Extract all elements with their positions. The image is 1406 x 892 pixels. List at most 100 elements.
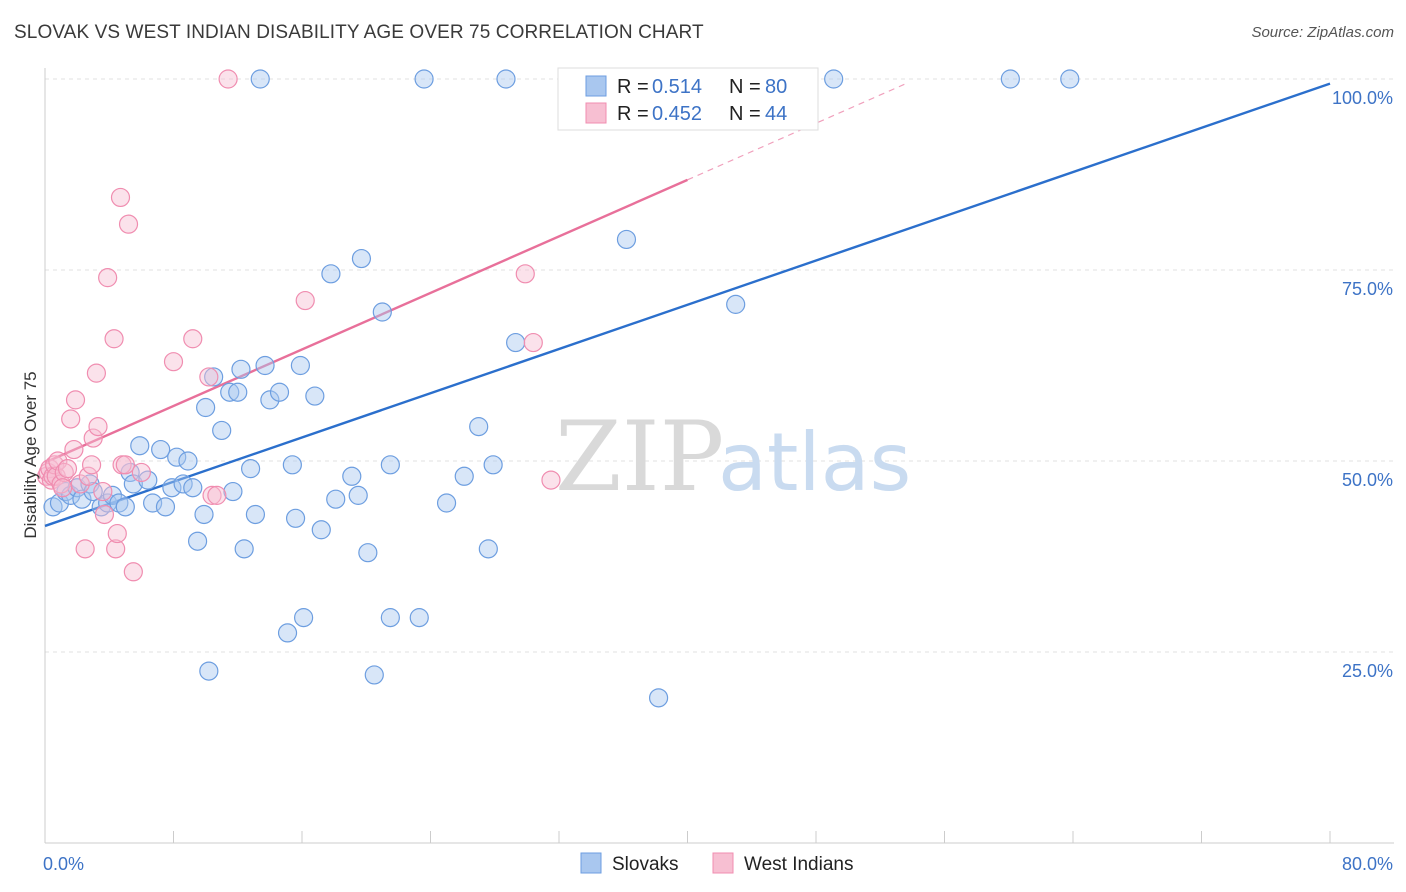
data-point-slovaks xyxy=(409,608,429,628)
data-point-slovaks xyxy=(616,229,637,250)
data-point-west-indians xyxy=(61,409,81,429)
data-point-slovaks xyxy=(173,474,193,494)
data-point-slovaks xyxy=(260,390,280,410)
data-point-slovaks xyxy=(326,489,346,509)
data-point-west-indians xyxy=(75,539,95,559)
legend-swatch-west-indians xyxy=(585,102,607,124)
legend-box: R = 0.514 N = 80 R = 0.452 N = 44 xyxy=(557,67,819,131)
data-point-west-indians xyxy=(207,485,227,505)
data-point-slovaks xyxy=(469,417,489,437)
data-point-west-indians xyxy=(93,481,113,502)
data-point-west-indians xyxy=(523,332,543,353)
bottom-legend-label-west-indians: West Indians xyxy=(744,854,853,875)
data-point-slovaks xyxy=(358,543,378,563)
data-point-slovaks xyxy=(204,367,224,387)
data-point-slovaks xyxy=(282,455,302,475)
data-point-west-indians xyxy=(104,329,124,349)
data-point-slovaks xyxy=(648,688,669,708)
data-point-west-indians xyxy=(88,417,108,437)
legend-r-value: 0.514 xyxy=(652,76,702,98)
legend-r-label: R = xyxy=(617,76,649,98)
data-point-slovaks xyxy=(212,420,232,441)
watermark-zip: ZIP xyxy=(555,401,724,513)
data-point-slovaks xyxy=(138,470,158,490)
data-point-slovaks xyxy=(234,539,254,559)
data-point-west-indians xyxy=(83,428,103,448)
data-point-slovaks xyxy=(726,294,746,314)
data-point-slovaks xyxy=(187,531,208,551)
data-point-west-indians xyxy=(64,439,84,460)
data-point-slovaks xyxy=(294,608,314,628)
data-point-slovaks xyxy=(220,382,240,402)
data-point-slovaks xyxy=(483,455,503,475)
data-point-west-indians xyxy=(218,69,238,89)
legend-n-label: N = xyxy=(729,103,761,125)
y-axis-label: Disability Age Over 75 xyxy=(21,371,40,538)
legend-n-value: 80 xyxy=(765,76,787,98)
x-tick-labels: 0.0% 80.0% xyxy=(43,854,1393,874)
data-point-slovaks xyxy=(1060,69,1080,89)
y-tick-label: 75.0% xyxy=(1342,279,1393,299)
data-point-west-indians xyxy=(115,455,135,475)
data-point-slovaks xyxy=(49,493,70,513)
data-point-west-indians xyxy=(123,562,143,582)
data-point-slovaks xyxy=(123,474,143,494)
data-point-west-indians xyxy=(118,214,139,234)
data-point-slovaks xyxy=(151,439,171,460)
watermark-atlas: atlas xyxy=(718,416,911,509)
legend-swatch-slovaks xyxy=(585,75,607,97)
data-point-slovaks xyxy=(380,455,400,475)
trend-lines xyxy=(44,82,1331,528)
data-point-slovaks xyxy=(250,69,270,89)
data-point-slovaks xyxy=(311,520,331,540)
data-point-slovaks xyxy=(824,69,844,89)
data-point-slovaks xyxy=(130,436,150,456)
data-point-slovaks xyxy=(155,497,176,517)
x-tick-label: 80.0% xyxy=(1342,854,1393,874)
trend-line-west-indians xyxy=(44,178,688,464)
legend-r-value: 0.452 xyxy=(652,103,702,125)
data-point-slovaks xyxy=(269,382,290,402)
bottom-legend-swatch-slovaks xyxy=(580,852,602,874)
data-point-west-indians xyxy=(163,352,184,372)
data-point-slovaks xyxy=(285,508,306,528)
trend-line-slovaks xyxy=(44,82,1331,528)
data-point-west-indians xyxy=(86,363,107,383)
data-point-west-indians xyxy=(94,504,115,525)
data-point-slovaks xyxy=(231,359,251,379)
data-point-slovaks xyxy=(305,386,325,406)
source-attribution: Source: ZipAtlas.com xyxy=(1251,24,1394,41)
data-point-slovaks xyxy=(478,539,498,559)
data-point-slovaks xyxy=(115,497,135,517)
data-point-west-indians xyxy=(202,485,222,505)
data-point-slovaks xyxy=(194,504,214,525)
data-point-slovaks xyxy=(143,493,163,513)
data-point-slovaks xyxy=(241,459,261,479)
y-tick-label: 25.0% xyxy=(1342,661,1393,681)
data-point-slovaks xyxy=(277,623,298,643)
bottom-legend-swatch-west-indians xyxy=(712,852,734,874)
chart-title: SLOVAK VS WEST INDIAN DISABILITY AGE OVE… xyxy=(14,22,704,43)
data-point-slovaks xyxy=(1000,69,1020,89)
data-point-slovaks xyxy=(351,248,372,269)
data-point-slovaks xyxy=(228,382,248,402)
data-point-west-indians xyxy=(515,264,535,284)
data-point-west-indians xyxy=(131,462,151,483)
data-point-slovaks xyxy=(183,478,203,498)
data-point-slovaks xyxy=(167,447,187,467)
x-tick-label: 0.0% xyxy=(43,854,84,874)
data-point-west-indians xyxy=(48,451,68,471)
data-point-slovaks xyxy=(196,397,216,418)
data-point-west-indians xyxy=(541,470,561,490)
data-point-west-indians xyxy=(78,466,98,486)
data-point-west-indians xyxy=(98,268,118,288)
data-point-west-indians xyxy=(295,290,315,311)
legend-n-value: 44 xyxy=(765,103,787,125)
data-point-slovaks xyxy=(414,69,434,89)
legend-r-label: R = xyxy=(617,103,649,125)
data-point-slovaks xyxy=(436,493,457,513)
data-point-slovaks xyxy=(162,478,182,498)
data-point-slovaks xyxy=(372,302,392,322)
data-point-west-indians xyxy=(81,455,102,475)
